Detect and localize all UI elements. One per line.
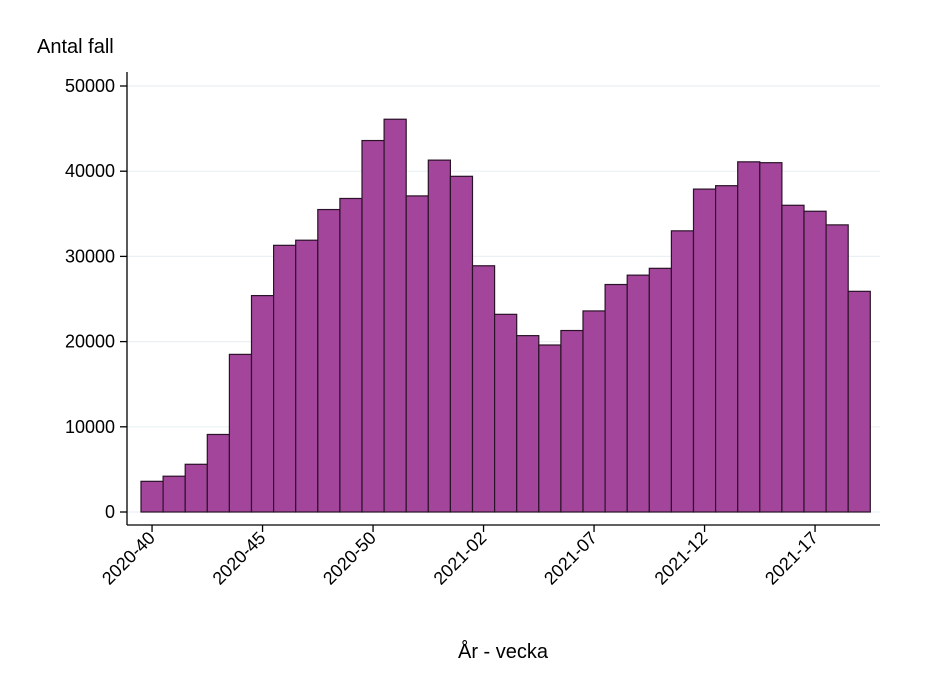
bar <box>427 159 451 513</box>
bar <box>383 118 407 513</box>
bar <box>295 239 319 513</box>
bar <box>228 353 253 513</box>
bar <box>626 274 650 513</box>
x-tick-label: 2021-07 <box>540 528 601 589</box>
bar <box>273 244 297 513</box>
bar <box>670 230 695 513</box>
bar <box>471 265 496 513</box>
x-tick-label: 2020-45 <box>209 528 270 589</box>
y-tick-label: 0 <box>105 502 115 522</box>
bar <box>847 290 871 513</box>
bar <box>516 335 540 513</box>
bar <box>560 329 584 513</box>
y-axis: 0 10000 20000 30000 40000 50000 <box>65 72 128 525</box>
bars <box>140 118 871 513</box>
bar <box>361 139 385 513</box>
bar <box>781 204 805 513</box>
bar <box>162 475 186 513</box>
bar <box>206 433 231 513</box>
bar <box>538 344 562 513</box>
y-tick-label: 30000 <box>65 246 115 266</box>
x-axis: 2020-40 2020-45 2020-50 2021-02 2021-07 2021-… <box>98 524 880 589</box>
bar <box>759 162 783 513</box>
bar <box>803 210 827 513</box>
bar <box>648 267 672 513</box>
bar <box>250 294 275 513</box>
y-axis-title: Antal fall <box>37 36 114 58</box>
bar <box>692 188 717 513</box>
y-tick-label: 20000 <box>65 332 115 352</box>
bar <box>339 197 363 513</box>
x-tick-label: 2020-50 <box>319 528 380 589</box>
bar <box>714 185 739 513</box>
y-tick-label: 50000 <box>65 76 115 96</box>
x-tick-label: 2020-40 <box>98 528 159 589</box>
bar <box>582 310 606 513</box>
bar <box>140 480 164 513</box>
x-tick-label: 2021-02 <box>430 528 491 589</box>
bar <box>184 463 208 513</box>
bar <box>825 224 849 513</box>
y-tick-label: 10000 <box>65 417 115 437</box>
x-tick-label: 2021-17 <box>761 528 822 589</box>
x-axis-title: År - vecka <box>458 640 549 663</box>
bar <box>494 313 518 513</box>
bar <box>604 283 628 513</box>
y-tick-label: 40000 <box>65 161 115 181</box>
bar <box>737 161 761 513</box>
bar <box>449 175 474 513</box>
bar <box>405 195 429 513</box>
x-tick-label: 2021-12 <box>651 528 712 589</box>
bar <box>317 208 341 513</box>
